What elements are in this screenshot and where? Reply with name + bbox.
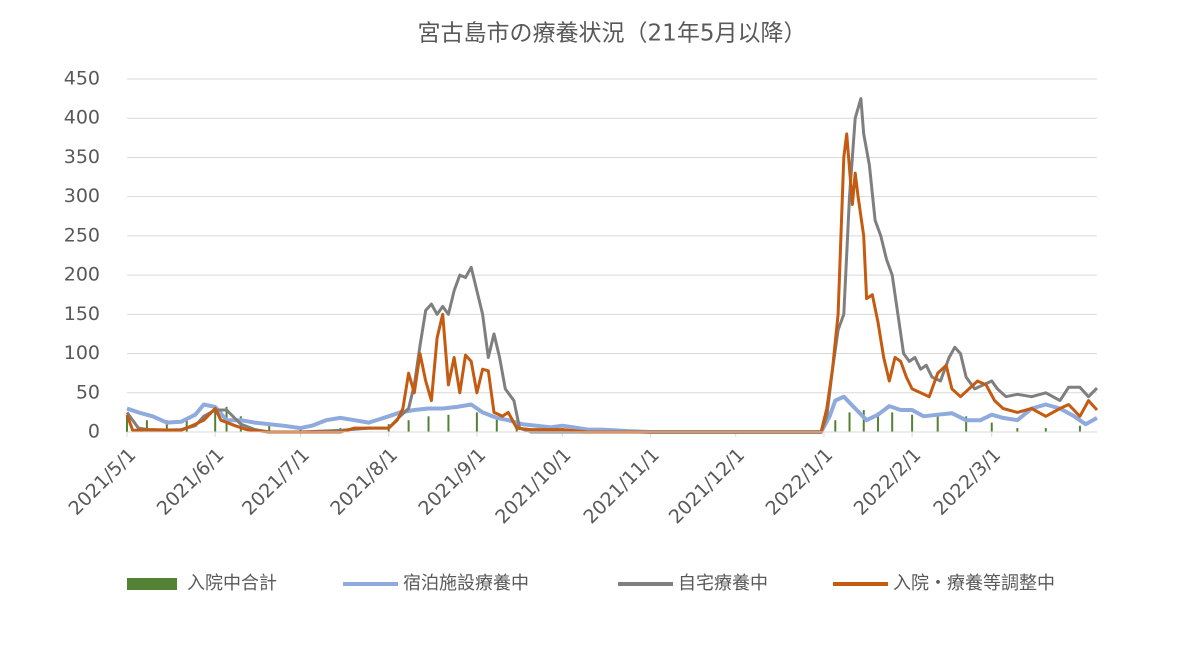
bar bbox=[862, 410, 865, 432]
y-tick-label: 0 bbox=[88, 421, 100, 443]
x-tick-label: 2021/10/1 bbox=[491, 444, 575, 528]
bar bbox=[834, 420, 837, 432]
bar bbox=[475, 412, 478, 432]
bar bbox=[185, 417, 188, 432]
y-tick-label: 300 bbox=[64, 185, 100, 207]
bar bbox=[1016, 428, 1019, 432]
x-tick-label: 2021/6/1 bbox=[153, 444, 229, 520]
bar bbox=[1078, 425, 1081, 432]
x-tick-label: 2022/3/1 bbox=[929, 444, 1005, 520]
x-tick-label: 2021/7/1 bbox=[238, 444, 314, 520]
x-tick-label: 2021/11/1 bbox=[579, 444, 663, 528]
y-tick-label: 50 bbox=[76, 381, 100, 403]
y-tick-label: 200 bbox=[64, 264, 100, 286]
series-line bbox=[125, 132, 1099, 434]
x-tick-label: 2021/8/1 bbox=[326, 444, 402, 520]
bar bbox=[126, 416, 128, 432]
bar bbox=[911, 414, 914, 432]
x-tick-label: 2021/9/1 bbox=[414, 444, 490, 520]
bar bbox=[427, 416, 430, 432]
x-tick-label: 2021/5/1 bbox=[65, 444, 141, 520]
bar bbox=[891, 412, 894, 432]
legend-label: 入院中合計 bbox=[187, 573, 277, 594]
legend-label: 入院・療養等調整中 bbox=[893, 573, 1055, 594]
x-tick-label: 2022/2/1 bbox=[850, 444, 926, 520]
y-tick-label: 400 bbox=[64, 107, 100, 129]
y-tick-label: 100 bbox=[64, 342, 100, 364]
bar bbox=[990, 422, 993, 432]
bar bbox=[214, 408, 217, 432]
bar bbox=[848, 412, 851, 432]
chart-title: 宮古島市の療養状況（21年5月以降） bbox=[418, 21, 807, 47]
bar bbox=[965, 416, 968, 432]
bar bbox=[165, 420, 168, 432]
legend-label: 宿泊施設療養中 bbox=[403, 573, 529, 594]
x-tick-label: 2021/12/1 bbox=[665, 444, 749, 528]
bar bbox=[447, 414, 450, 432]
bar bbox=[1044, 428, 1047, 432]
y-tick-label: 350 bbox=[64, 146, 100, 168]
bar bbox=[936, 416, 939, 432]
legend-label: 自宅療養中 bbox=[678, 573, 768, 594]
y-tick-label: 150 bbox=[64, 303, 100, 325]
bar bbox=[145, 420, 148, 432]
bar bbox=[495, 416, 498, 432]
y-tick-label: 250 bbox=[64, 224, 100, 246]
bar bbox=[407, 420, 410, 432]
series-line bbox=[126, 394, 1098, 434]
bar bbox=[876, 412, 879, 432]
y-tick-label: 450 bbox=[64, 68, 100, 90]
x-tick-label: 2022/1/1 bbox=[761, 444, 837, 520]
legend-swatch bbox=[127, 578, 177, 590]
bar bbox=[268, 424, 271, 432]
